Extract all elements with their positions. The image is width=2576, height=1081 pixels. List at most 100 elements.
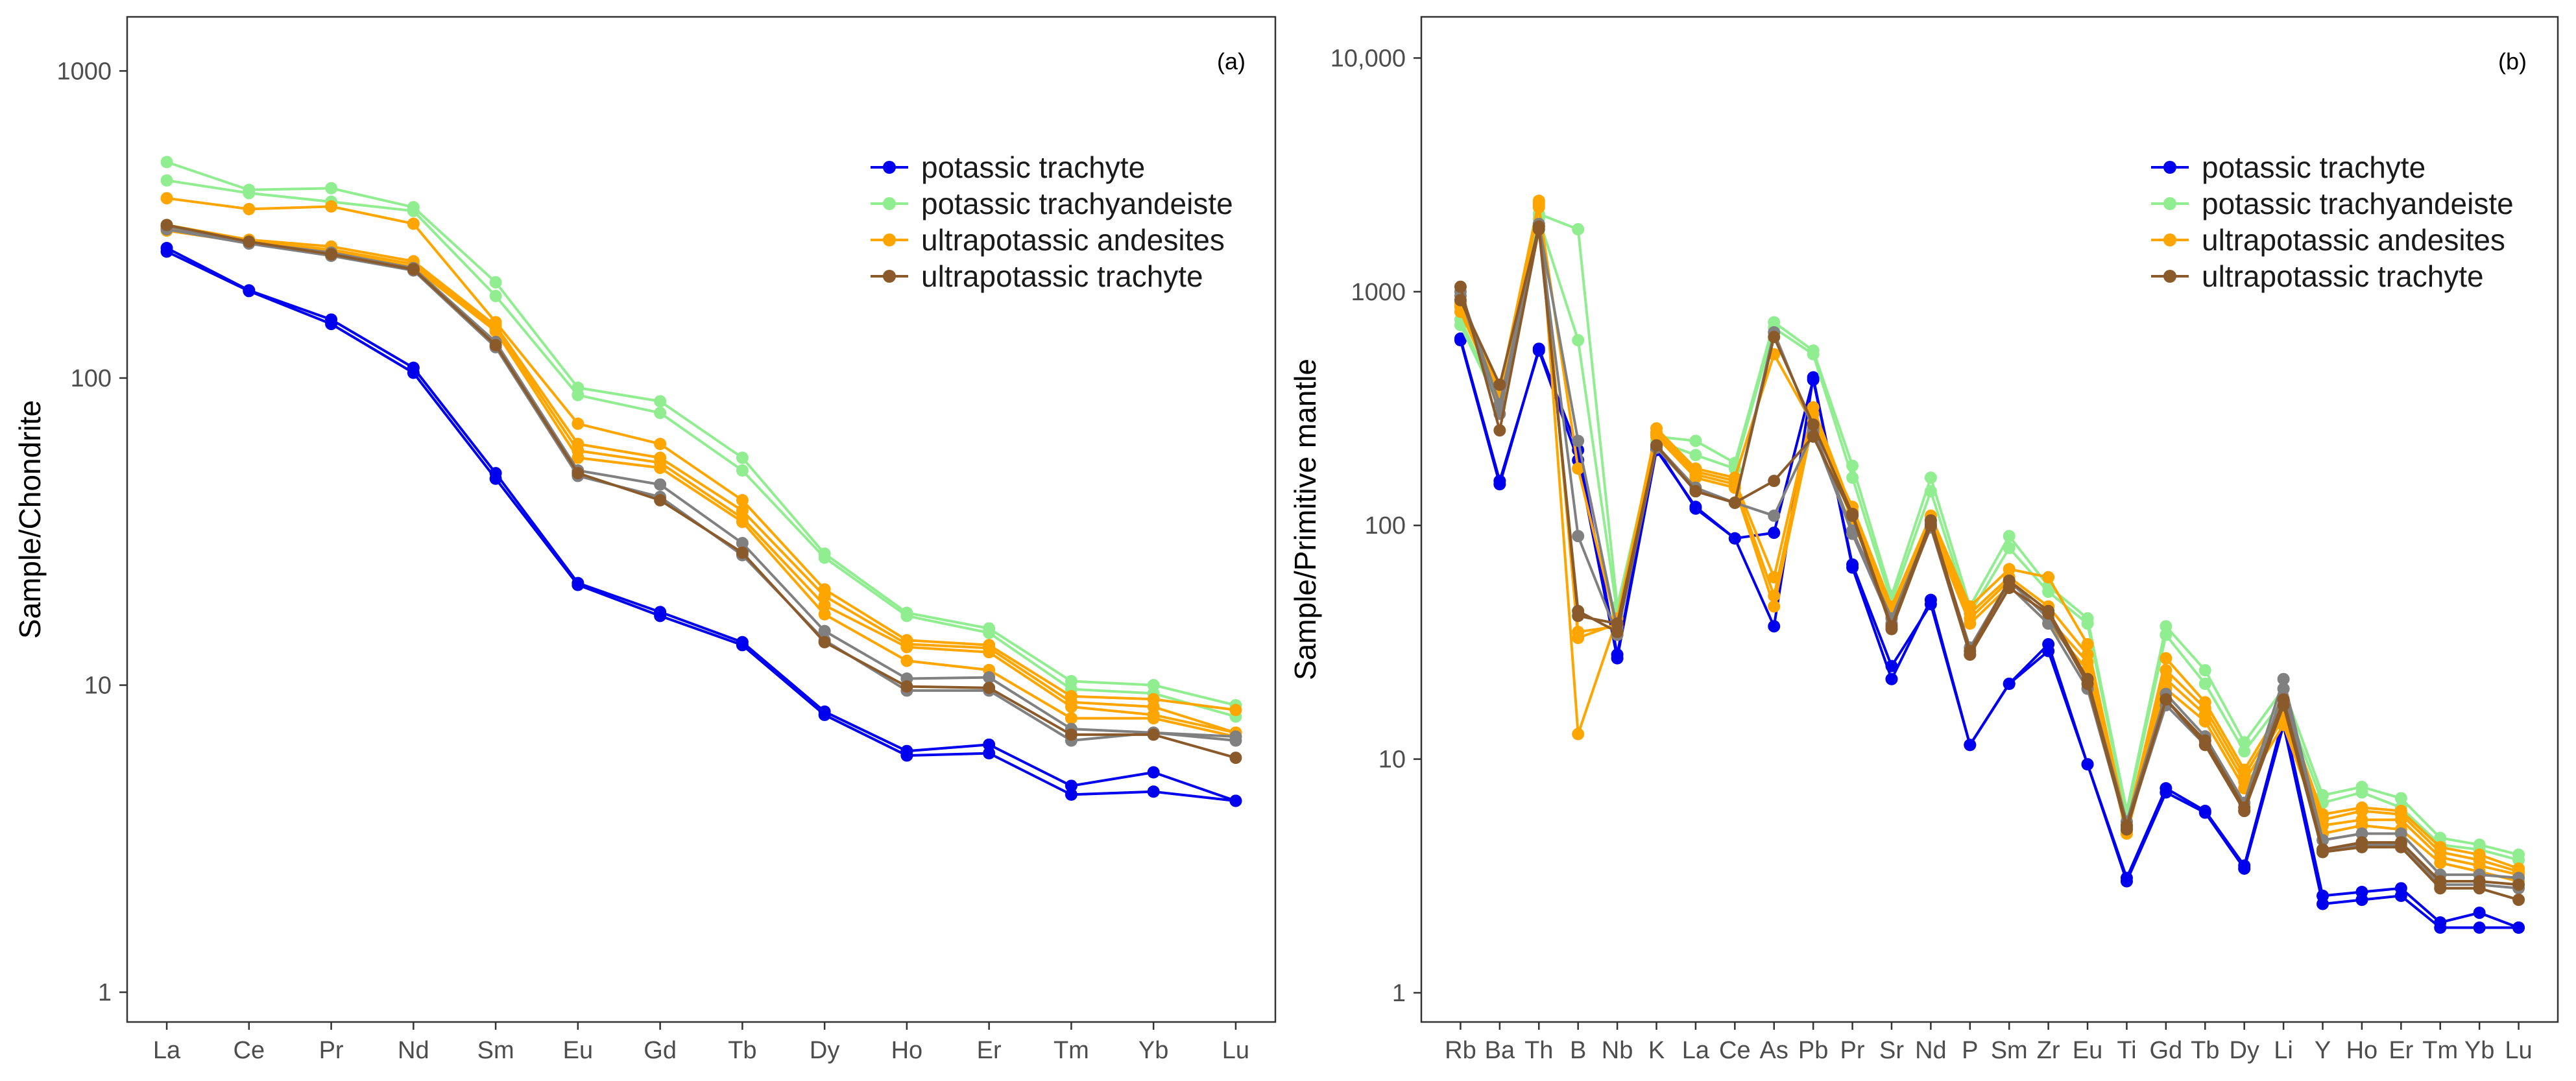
panel-a-x-tick-label: La <box>153 1037 181 1064</box>
panel-b-data-point <box>2160 693 2173 706</box>
panel-b-data-point <box>1493 424 1506 437</box>
panel-a-data-point <box>407 263 420 276</box>
panel-a-data-point <box>160 245 173 258</box>
panel-a-data-point <box>736 639 749 652</box>
panel-a-data-point <box>983 682 996 695</box>
panel-a-data-point <box>1229 752 1242 765</box>
panel-b-data-point <box>1728 532 1741 545</box>
panel-a-data-point <box>160 219 173 232</box>
panel-b-x-tick-label: Eu <box>2073 1037 2102 1064</box>
panel-b-data-point <box>2394 889 2407 902</box>
panel-a-x-tick-label: Lu <box>1222 1037 1249 1064</box>
panel-b-y-tick-label: 1 <box>1392 980 1406 1007</box>
panel-b-data-point <box>1493 378 1506 391</box>
panel-b-data-point <box>1454 280 1467 293</box>
panel-b-data-point <box>1964 645 1977 658</box>
panel-b-y-tick-label: 10,000 <box>1330 45 1406 72</box>
panel-b-data-point <box>2355 805 2368 818</box>
panel-a-x-tick-label: Tb <box>728 1037 756 1064</box>
panel-b-data-point <box>2160 664 2173 677</box>
panel-b-data-point <box>1532 200 1545 213</box>
panel-b-data-point <box>1846 507 1859 520</box>
panel-b-x-tick-label: Rb <box>1445 1037 1476 1064</box>
panel-a-x-tick-label: Ho <box>891 1037 923 1064</box>
panel-b-data-point <box>2042 571 2055 584</box>
panel-b-data-point <box>2394 827 2407 840</box>
panel-a-series-path <box>166 179 1236 718</box>
panel-b-data-point <box>1454 318 1467 331</box>
panel-b-x-tick-label: Ho <box>2346 1037 2378 1064</box>
panel-a-data-point <box>1065 779 1077 792</box>
panel-b-data-point <box>2120 819 2133 832</box>
panel-a-data-point <box>983 671 996 684</box>
panel-a-data-point <box>325 200 338 213</box>
panel-b-data-point <box>1768 331 1781 344</box>
panel-b-x-tick-label: As <box>1760 1037 1788 1064</box>
panel-b-data-point <box>2160 628 2173 641</box>
panel-b-data-point <box>1689 471 1702 484</box>
panel-a-data-point <box>983 646 996 659</box>
panel-a-data-point <box>736 537 749 550</box>
panel-a-legend-key-point <box>883 233 896 246</box>
panel-b-x-tick-label: Th <box>1524 1037 1553 1064</box>
panel-b-series-line <box>1454 220 2525 891</box>
panel-a-data-point <box>983 626 996 639</box>
panel-a-data-point <box>407 217 420 230</box>
panel-a-series-line <box>160 245 1242 807</box>
panel-a-data-point <box>160 156 173 169</box>
panel-a-data-point <box>654 461 667 474</box>
panel-a-data-point <box>900 654 913 667</box>
panel-b-series-path <box>1459 338 2519 929</box>
panel-b-data-point <box>2238 745 2251 758</box>
panel-a-legend-label: potassic trachyte <box>921 150 1145 184</box>
panel-a-data-point <box>1147 766 1160 779</box>
panel-a-data-point <box>736 464 749 477</box>
panel-b-x-tick-label: Pb <box>1798 1037 1828 1064</box>
panel-b-legend-key-point <box>2163 233 2176 246</box>
panel-a-series-line <box>160 174 1242 723</box>
panel-b-series-path <box>1459 225 2519 886</box>
panel-a-data-point <box>572 388 584 401</box>
panel-a-label: (a) <box>1217 48 1246 75</box>
panel-b-data-point <box>2081 638 2094 651</box>
panel-b-legend-key-point <box>2163 197 2176 210</box>
panel-a-y-axis-title: Sample/Chondrite <box>13 400 47 639</box>
panel-b-x-tick-label: Yb <box>2464 1037 2494 1064</box>
panel-a-y-tick-label: 1 <box>98 979 112 1006</box>
panel-a-series-path <box>166 196 1236 711</box>
panel-a-y-tick-label: 100 <box>71 365 112 392</box>
panel-b-data-point <box>2434 875 2447 888</box>
panel-b-data-point <box>2160 652 2173 665</box>
panel-a-data-point <box>1065 712 1077 725</box>
panel-b-data-point <box>2355 894 2368 907</box>
panel-b-data-point <box>1768 620 1781 633</box>
panel-b-x-tick-label: Gd <box>2150 1037 2183 1064</box>
panel-b-data-point <box>1846 471 1859 484</box>
panel-a-data-point <box>654 610 667 623</box>
panel-b-data-point <box>1572 434 1585 447</box>
panel-b-x-tick-label: Ti <box>2117 1037 2136 1064</box>
panel-a-data-point <box>489 325 502 338</box>
panel-a-data-point <box>325 182 338 195</box>
panel-b-data-point <box>1846 527 1859 540</box>
panel-b-y-axis: 1 10 100 1000 10,000 <box>1330 45 1421 1007</box>
panel-a-data-point <box>1147 712 1160 725</box>
panel-b-data-point <box>2081 758 2094 771</box>
panel-a-data-point <box>1147 785 1160 798</box>
panel-b-data-point <box>1885 659 1898 672</box>
panel-b-data-point <box>1768 509 1781 522</box>
panel-a-data-point <box>900 749 913 762</box>
panel-b-data-point <box>1650 430 1663 443</box>
panel-b-x-tick-label: Sm <box>1991 1037 2028 1064</box>
panel-b-data-point <box>1924 514 1937 527</box>
panel-b-x-tick-label: Li <box>2274 1037 2293 1064</box>
panel-b-data-point <box>2277 682 2290 695</box>
panel-b-x-tick-label: Ba <box>1485 1037 1515 1064</box>
panel-b-data-point <box>2394 792 2407 805</box>
panel-b-data-point <box>1885 620 1898 633</box>
panel-a-data-point <box>325 318 338 331</box>
panel-b-x-tick-label: Sr <box>1879 1037 1904 1064</box>
panel-b-plot-frame <box>1420 16 2559 1023</box>
